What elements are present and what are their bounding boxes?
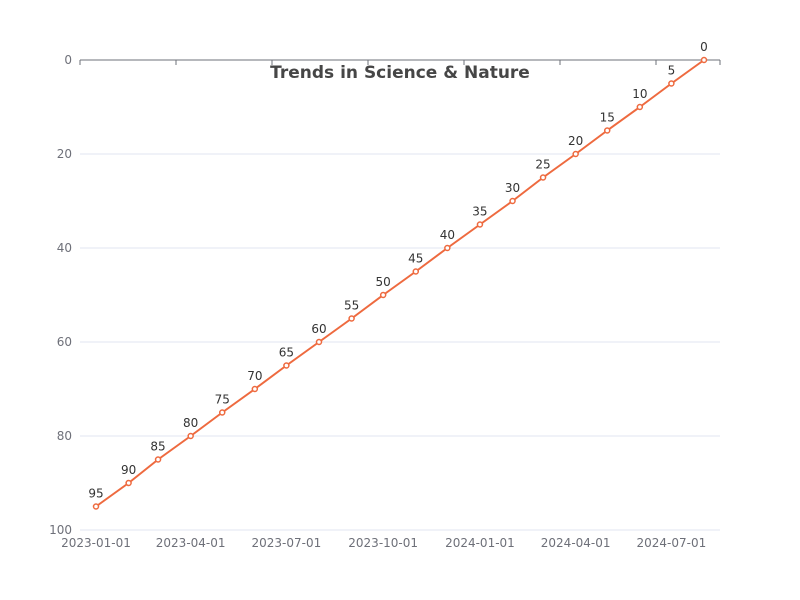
data-point [187,432,194,440]
data-point [315,338,323,346]
data-point [348,315,355,322]
data-label: 50 [376,275,391,289]
data-label: 60 [311,322,326,336]
data-point [476,221,484,228]
series-layer [92,56,708,510]
data-label: 25 [535,158,550,172]
data-point [603,127,611,134]
data-point [668,80,675,87]
x-tick-label: 2024-01-01 [445,536,515,550]
data-label: 45 [408,252,423,266]
data-label: 80 [183,416,198,430]
y-tick-label: 100 [49,523,72,537]
y-tick-label: 40 [57,241,72,255]
chart-title: Trends in Science & Nature [270,63,530,83]
y-tick-label: 0 [64,53,72,67]
data-point [412,268,420,275]
series-line [95,59,705,508]
data-point [444,244,451,252]
x-tick-label: 2023-10-01 [348,536,418,550]
data-label: 5 [668,64,676,78]
data-label: 0 [700,40,708,54]
data-label: 90 [121,463,136,477]
data-label: 95 [88,487,103,501]
data-point [539,174,547,181]
x-tick-label: 2023-04-01 [156,536,226,550]
data-label: 65 [279,346,294,360]
data-label: 15 [600,111,615,125]
x-tick-label: 2023-07-01 [252,536,322,550]
data-point [379,291,387,299]
data-label: 75 [215,393,230,407]
data-label: 85 [150,440,165,454]
grid-lines [80,153,720,531]
x-tick-label: 2023-01-01 [61,536,131,550]
y-tick-label: 60 [57,335,72,349]
y-tick-label: 80 [57,429,72,443]
data-label: 40 [440,228,455,242]
data-point [92,503,100,510]
x-tick-label: 2024-07-01 [637,536,707,550]
data-point [218,409,226,416]
data-label: 30 [505,181,520,195]
x-tick-label: 2024-04-01 [541,536,611,550]
data-point [125,479,132,487]
data-label: 55 [344,299,359,313]
data-point [509,197,516,205]
data-point [251,385,259,393]
data-point [572,150,579,158]
y-tick-label: 20 [57,147,72,161]
data-label: 70 [247,369,262,383]
data-point [636,103,644,111]
data-point [154,456,162,463]
data-label: 20 [568,134,583,148]
data-point [700,56,708,64]
data-label: 10 [632,87,647,101]
data-label: 35 [472,205,487,219]
data-point [283,362,290,369]
